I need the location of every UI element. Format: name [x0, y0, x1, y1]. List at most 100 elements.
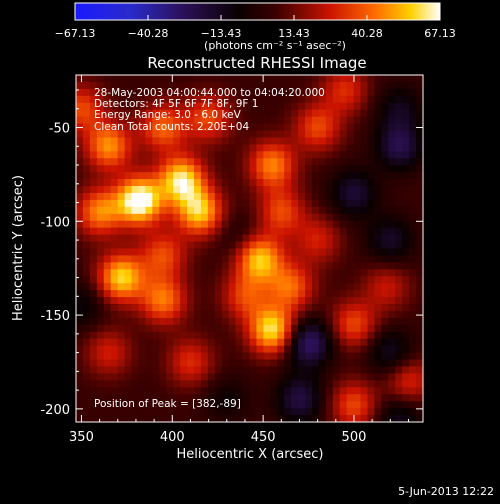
heatmap-cell: [235, 394, 243, 402]
heatmap-cell: [263, 290, 271, 298]
heatmap-cell: [138, 310, 146, 319]
heatmap-cell: [346, 415, 354, 423]
heatmap-cell: [235, 75, 243, 83]
heatmap-cell: [117, 297, 125, 305]
heatmap-cell: [242, 387, 250, 395]
heatmap-cell: [235, 165, 243, 173]
heatmap-cell: [96, 241, 105, 249]
heatmap-cell: [131, 137, 139, 145]
heatmap-cell: [103, 213, 112, 222]
heatmap-cell: [200, 172, 209, 180]
heatmap-cell: [402, 192, 410, 201]
heatmap-cell: [249, 192, 257, 201]
heatmap-cell: [311, 317, 320, 326]
heatmap-cell: [228, 304, 237, 312]
heatmap-cell: [173, 179, 181, 187]
heatmap-cell: [76, 220, 84, 229]
heatmap-cell: [318, 380, 327, 388]
heatmap-cell: [409, 241, 417, 249]
heatmap-cell: [180, 137, 188, 145]
heatmap-cell: [187, 192, 195, 201]
heatmap-cell: [221, 220, 230, 229]
heatmap-cell: [346, 283, 354, 291]
heatmap-cell: [256, 206, 264, 215]
heatmap-cell: [173, 401, 181, 409]
heatmap-cell: [270, 227, 278, 236]
heatmap-cell: [409, 408, 417, 416]
heatmap-cell: [166, 310, 174, 319]
heatmap-cell: [249, 366, 257, 374]
heatmap-cell: [145, 144, 153, 152]
heatmap-cell: [325, 172, 334, 180]
heatmap-cell: [180, 394, 188, 402]
heatmap-cell: [242, 338, 250, 347]
heatmap-cell: [367, 137, 375, 145]
heatmap-cell: [159, 310, 167, 319]
heatmap-cell: [270, 269, 278, 277]
heatmap-cell: [402, 109, 410, 118]
heatmap-cell: [117, 317, 125, 326]
heatmap-cell: [353, 248, 361, 256]
heatmap-cell: [277, 352, 285, 360]
heatmap-cell: [159, 408, 167, 416]
heatmap-cell: [117, 338, 125, 347]
colorbar-frame: [74, 2, 441, 21]
heatmap-cell: [395, 130, 403, 138]
heatmap-cell: [131, 262, 139, 270]
heatmap-cell: [124, 81, 132, 90]
heatmap-cell: [381, 373, 389, 381]
heatmap-cell: [131, 234, 139, 242]
heatmap-cell: [103, 262, 112, 270]
heatmap-cell: [138, 380, 146, 388]
heatmap-cell: [284, 387, 292, 395]
heatmap-cell: [180, 123, 188, 131]
heatmap-cell: [339, 324, 348, 333]
heatmap-cell: [277, 199, 285, 208]
heatmap-cell: [124, 297, 132, 305]
heatmap-cell: [318, 387, 327, 395]
heatmap-cell: [263, 283, 271, 291]
heatmap-cell: [159, 401, 167, 409]
heatmap-cell: [318, 192, 327, 201]
heatmap-cell: [180, 165, 188, 173]
heatmap-cell: [360, 352, 368, 360]
heatmap-cell: [235, 408, 243, 416]
heatmap-cell: [200, 331, 209, 340]
heatmap-cell: [159, 213, 167, 222]
heatmap-cell: [388, 324, 396, 333]
heatmap-cell: [346, 324, 354, 333]
heatmap-cell: [395, 206, 403, 215]
heatmap-cell: [138, 297, 146, 305]
heatmap-cell: [318, 81, 327, 90]
heatmap-cell: [138, 324, 146, 333]
heatmap-cell: [193, 276, 202, 284]
heatmap-cell: [256, 130, 264, 138]
heatmap-cell: [263, 324, 271, 333]
heatmap-cell: [110, 290, 119, 298]
heatmap-cell: [166, 304, 174, 312]
heatmap-cell: [381, 310, 389, 319]
heatmap-cell: [339, 380, 348, 388]
heatmap-cell: [256, 220, 264, 229]
heatmap-cell: [152, 317, 160, 326]
heatmap-cell: [159, 255, 167, 263]
heatmap-cell: [82, 269, 91, 277]
heatmap-cell: [325, 248, 334, 256]
heatmap-cell: [214, 255, 223, 263]
heatmap-cell: [256, 366, 264, 374]
heatmap-cell: [76, 269, 84, 277]
heatmap-cell: [193, 95, 202, 104]
heatmap-cell: [228, 165, 237, 173]
heatmap-cell: [193, 116, 202, 124]
heatmap-cell: [159, 179, 167, 187]
heatmap-cell: [76, 234, 84, 242]
heatmap-cell: [332, 269, 341, 277]
heatmap-cell: [180, 297, 188, 305]
heatmap-cell: [82, 248, 91, 256]
heatmap-cell: [103, 158, 112, 166]
heatmap-cell: [339, 88, 348, 97]
heatmap-cell: [96, 123, 105, 131]
heatmap-cell: [207, 88, 216, 97]
heatmap-cell: [402, 158, 410, 166]
heatmap-cell: [187, 283, 195, 291]
